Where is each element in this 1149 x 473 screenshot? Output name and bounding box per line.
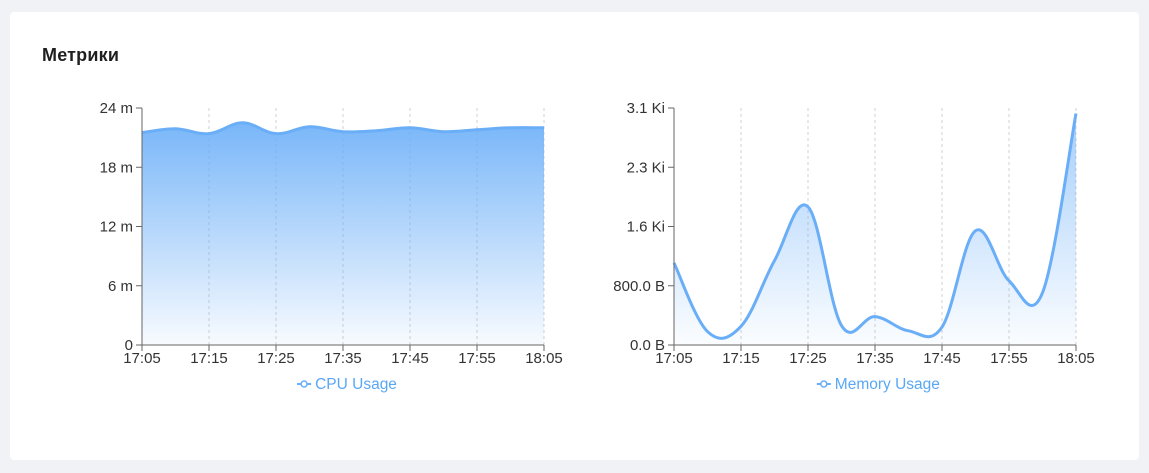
x-tick-label: 17:25 [789,350,827,367]
legend-marker-icon [820,380,828,388]
cpu-usage-chart: 0 6 m 12 m 18 m 24 m 17:05 17:15 17:25 17:35 17:4… [100,100,563,393]
x-tick-label: 18:05 [1057,350,1095,367]
memory-usage-chart: 0.0 B 800.0 B 1.6 Ki 2.3 Ki 3.1 Ki 17:05 17:15… [613,100,1094,393]
legend[interactable]: Memory Usage [816,376,940,393]
y-tick-label: 2.3 Ki [627,159,665,176]
x-tick-label: 18:05 [525,350,563,367]
y-tick-label: 24 m [100,100,133,117]
card-title: Метрики [42,45,120,65]
legend-label: CPU Usage [315,376,397,393]
y-tick-label: 0.0 B [630,337,665,354]
x-tick-label: 17:05 [123,350,161,367]
y-tick-label: 800.0 B [613,278,665,295]
y-tick-label: 3.1 Ki [627,100,665,117]
legend-marker-icon [300,380,308,388]
x-tick-label: 17:15 [190,350,228,367]
y-tick-label: 6 m [108,278,133,295]
series-line [672,113,1078,340]
x-tick-label: 17:35 [324,350,362,367]
legend[interactable]: CPU Usage [297,376,397,393]
x-tick-label: 17:45 [923,350,961,367]
y-tick-label: 18 m [100,159,133,176]
x-tick-label: 17:35 [856,350,894,367]
legend-label: Memory Usage [835,376,940,393]
x-tick-label: 17:45 [391,350,429,367]
x-tick-label: 17:15 [722,350,760,367]
x-tick-label: 17:25 [257,350,295,367]
x-tick-label: 17:55 [458,350,496,367]
series-area [674,113,1076,345]
y-tick-label: 12 m [100,219,133,236]
x-tick-label: 17:05 [655,350,693,367]
x-tick-label: 17:55 [990,350,1028,367]
y-tick-label: 1.6 Ki [627,219,665,236]
series-line [141,121,545,136]
series-area [142,122,544,345]
y-tick-label: 0 [125,337,133,354]
